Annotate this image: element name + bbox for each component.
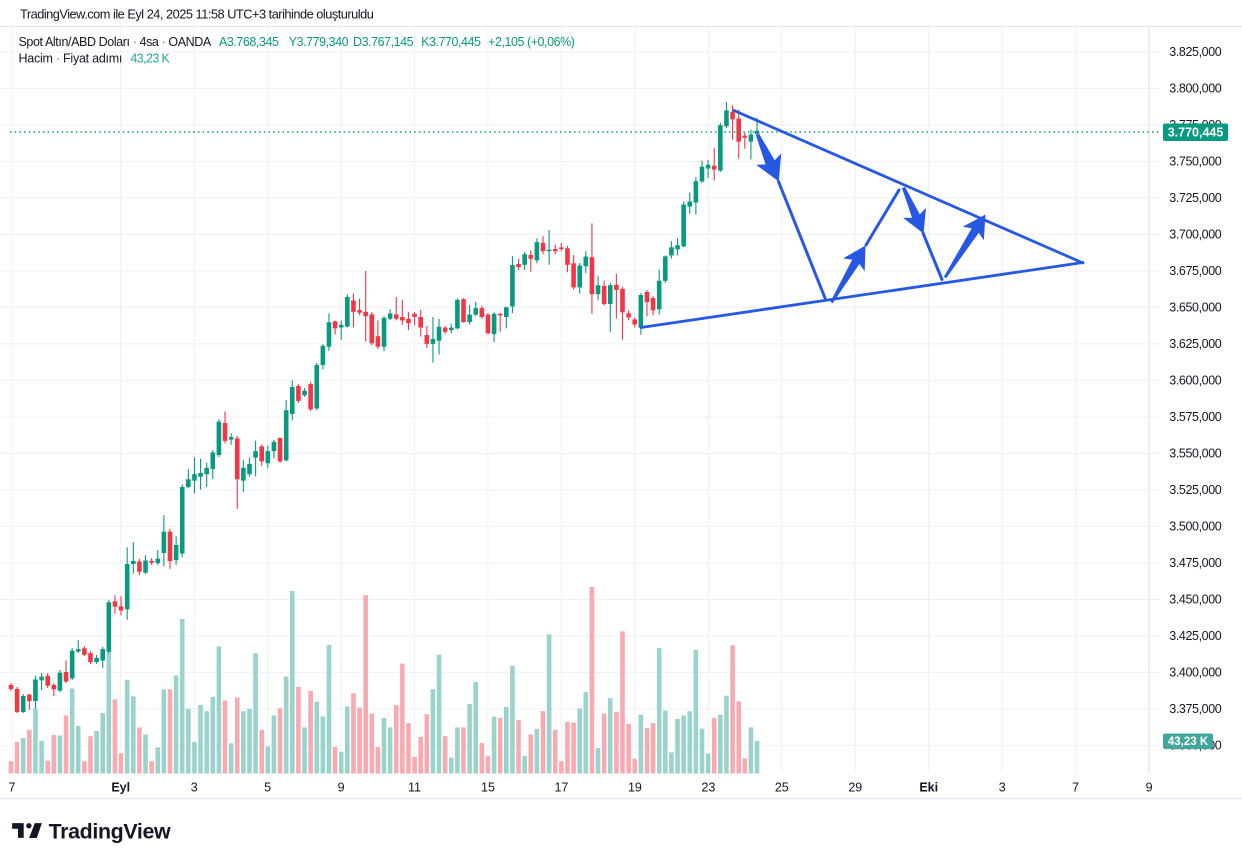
svg-text:3.425,000: 3.425,000 [1169,629,1221,643]
svg-text:TradingView: TradingView [49,819,171,843]
svg-text:9: 9 [338,781,345,795]
svg-text:TradingView.com ile Eyl 24, 20: TradingView.com ile Eyl 24, 2025 11:58 U… [20,7,374,22]
svg-text:43,23 K: 43,23 K [1168,736,1209,748]
svg-text:A3.768,345: A3.768,345 [219,35,279,49]
svg-text:D3.767,145: D3.767,145 [353,35,414,49]
svg-text:3.750,000: 3.750,000 [1169,155,1221,169]
svg-text:Hacim · Fiyat adımı: Hacim · Fiyat adımı [19,52,123,66]
svg-text:11: 11 [408,781,421,795]
svg-text:+2,105 (+0,06%): +2,105 (+0,06%) [488,35,575,49]
svg-text:23: 23 [701,781,715,795]
svg-text:5: 5 [264,781,271,795]
svg-text:7: 7 [9,781,16,795]
svg-text:3.600,000: 3.600,000 [1169,374,1221,388]
svg-text:7: 7 [1072,781,1079,795]
svg-text:3.825,000: 3.825,000 [1169,45,1221,59]
svg-text:3.475,000: 3.475,000 [1169,556,1221,570]
svg-text:3.375,000: 3.375,000 [1169,702,1221,716]
svg-text:25: 25 [775,781,789,795]
svg-text:3.500,000: 3.500,000 [1169,520,1221,534]
svg-text:3.650,000: 3.650,000 [1169,301,1221,315]
svg-text:3.700,000: 3.700,000 [1169,228,1221,242]
svg-text:3.725,000: 3.725,000 [1169,191,1221,205]
svg-text:Eki: Eki [919,781,938,795]
svg-text:K3.770,445: K3.770,445 [421,35,481,49]
svg-text:9: 9 [1146,781,1153,795]
svg-text:3.625,000: 3.625,000 [1169,337,1221,351]
svg-text:3: 3 [191,781,198,795]
svg-text:3: 3 [999,781,1006,795]
svg-text:3.675,000: 3.675,000 [1169,264,1221,278]
svg-text:Y3.779,340: Y3.779,340 [289,35,349,49]
svg-text:Eyl: Eyl [111,781,130,795]
svg-text:3.770,445: 3.770,445 [1168,126,1224,140]
svg-text:3.550,000: 3.550,000 [1169,447,1221,461]
svg-text:29: 29 [848,781,862,795]
svg-text:15: 15 [481,781,495,795]
svg-text:3.450,000: 3.450,000 [1169,593,1221,607]
svg-text:3.575,000: 3.575,000 [1169,410,1221,424]
svg-text:3.525,000: 3.525,000 [1169,483,1221,497]
svg-text:3.400,000: 3.400,000 [1169,666,1221,680]
svg-text:19: 19 [628,781,642,795]
svg-text:43,23 K: 43,23 K [130,52,170,66]
svg-text:3.800,000: 3.800,000 [1169,82,1221,96]
svg-text:17: 17 [554,781,568,795]
svg-text:Spot Altın/ABD Doları · 4sa ·: Spot Altın/ABD Doları · 4sa · OANDA [19,35,212,49]
